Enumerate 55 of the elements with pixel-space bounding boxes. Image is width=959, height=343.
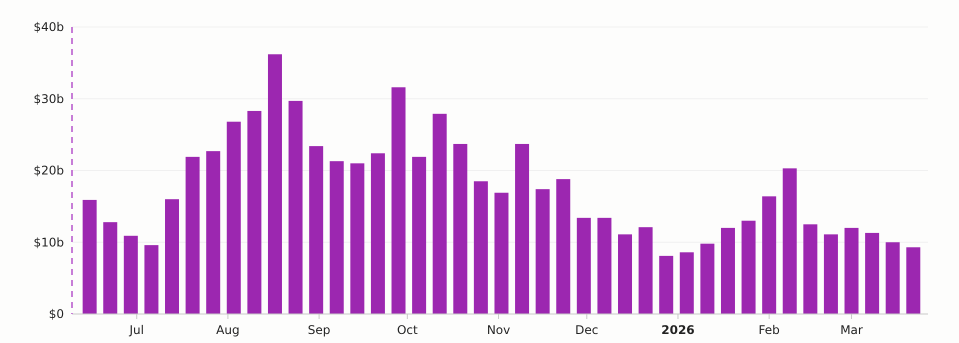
bar [556,179,570,314]
bar [844,228,859,314]
bar [165,199,180,314]
bar [268,54,282,314]
bar [330,161,344,314]
bar [247,110,262,314]
bar [309,146,324,314]
bar [412,156,426,314]
bar [803,224,818,314]
y-tick-label: $0 [48,307,64,321]
bar [762,196,776,314]
x-tick-label: Sep [308,323,330,337]
bar [186,156,200,314]
x-tick-label: Nov [486,323,510,337]
bar [906,247,920,314]
bar [659,256,674,314]
x-tick-label: Aug [216,323,240,337]
x-tick-label: Jul [128,323,144,337]
bar [432,114,447,314]
bar [720,228,735,314]
bar [82,200,97,314]
bar [742,220,756,314]
bar [288,100,303,314]
y-tick-label: $20b [33,164,64,178]
bar [392,87,406,314]
bar [865,232,880,314]
y-tick-label: $30b [33,92,64,106]
bar [824,234,838,314]
bar [474,181,488,314]
bar [206,151,220,314]
bar [226,122,241,314]
bar [453,144,468,314]
bar [576,218,591,314]
bar [618,234,632,314]
x-tick-label: Mar [840,323,863,337]
bar [782,168,797,314]
bar [370,153,385,314]
bar [350,163,364,314]
bar [597,218,612,314]
x-tick-label: Feb [758,323,780,337]
bar [103,222,118,314]
bar [886,242,900,314]
bar [515,144,530,314]
x-tick-label: Dec [575,323,598,337]
x-tick-label: 2026 [661,323,695,337]
bar [124,236,138,314]
bar [700,244,714,314]
y-tick-label: $40b [33,20,64,34]
x-tick-label: Oct [396,323,418,337]
bar [494,192,508,314]
bar [536,189,550,314]
y-tick-label: $10b [33,235,64,250]
bar [638,227,653,314]
bar [144,245,158,314]
bar [680,252,694,314]
